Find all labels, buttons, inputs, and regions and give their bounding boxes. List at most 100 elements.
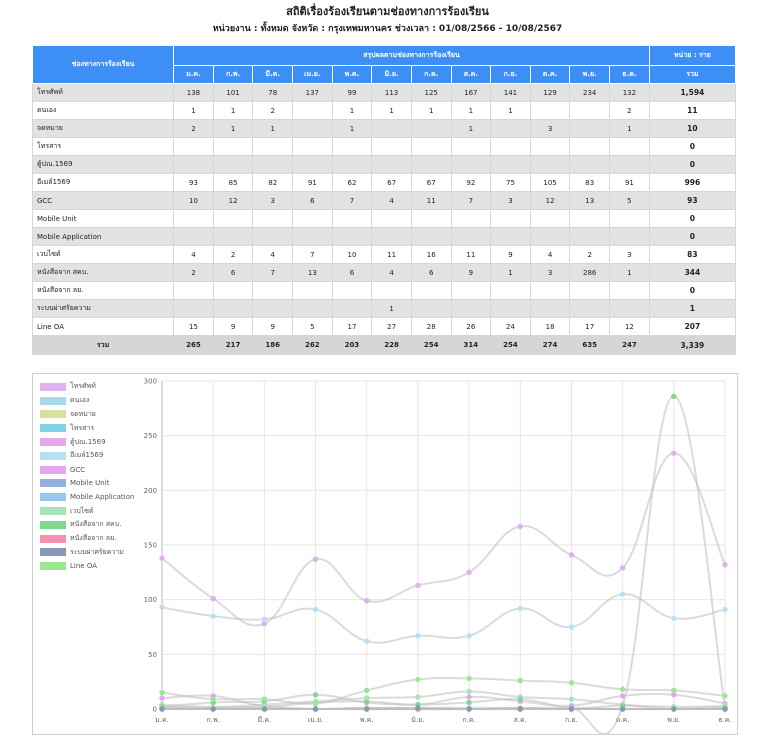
- data-point: [415, 676, 421, 683]
- table-cell: [529, 299, 571, 318]
- legend-item[interactable]: GCC: [40, 463, 150, 477]
- table-cell: [331, 155, 373, 174]
- y-tick-label: 300: [144, 378, 157, 386]
- legend-item[interactable]: เวบไซต์: [40, 504, 150, 518]
- table-cell: 1: [371, 101, 412, 120]
- table-cell: [609, 227, 650, 246]
- x-tick-label: พ.ค.: [360, 716, 374, 724]
- data-point: [517, 523, 523, 530]
- table-cell: 11: [371, 245, 412, 264]
- table-row: โทรศัพท์ 138 101 78 137 99 113 125 167 141 129 234 1…: [31, 83, 737, 102]
- table-cell: [529, 155, 571, 174]
- y-tick-label: 150: [144, 542, 157, 550]
- table-cell: 1: [410, 101, 452, 120]
- data-point: [619, 591, 626, 597]
- table-cell: [371, 227, 412, 246]
- data-point: [568, 680, 575, 686]
- series-line: [162, 706, 725, 711]
- data-point: [159, 695, 165, 701]
- legend-item[interactable]: ระบบผ่าศรัยความ: [40, 546, 150, 560]
- legend-item[interactable]: จดหมาย: [40, 408, 150, 422]
- table-cell: 262: [292, 335, 333, 355]
- month-header: ส.ค.: [450, 65, 492, 84]
- data-point: [466, 694, 472, 700]
- data-point: [568, 552, 575, 558]
- legend-label: อีเมล์1569: [70, 451, 104, 460]
- table-cell: [292, 119, 333, 138]
- table-cell: 2: [212, 245, 254, 264]
- legend-item[interactable]: หนังสือจาก สคบ.: [40, 518, 150, 532]
- table-cell: 13: [569, 191, 611, 210]
- row-total: 1,594: [648, 83, 737, 102]
- table-cell: 7: [252, 263, 294, 282]
- channel-header: ช่องทางการร้องเรียน: [31, 45, 175, 84]
- legend-item[interactable]: อีเมล์1569: [40, 449, 150, 463]
- table-cell: 4: [529, 245, 571, 264]
- legend-item[interactable]: Mobile Application: [40, 490, 150, 504]
- row-label: ระบบผ่าศรัยความ: [31, 299, 175, 318]
- legend-swatch: [40, 534, 66, 543]
- table-cell: 2: [173, 263, 214, 282]
- table-cell: [371, 281, 412, 300]
- table-cell: 6: [212, 263, 254, 282]
- row-total: 0: [648, 137, 737, 156]
- data-point: [312, 556, 319, 562]
- table-cell: 12: [529, 191, 571, 210]
- table-cell: [529, 227, 571, 246]
- legend-item[interactable]: หนังสือจาก ลย.: [40, 532, 150, 546]
- table-cell: 4: [371, 191, 412, 210]
- x-tick-label: ก.พ.: [207, 716, 220, 724]
- legend-item[interactable]: Mobile Unit: [40, 477, 150, 491]
- table-cell: 7: [292, 245, 333, 264]
- table-cell: 286: [569, 263, 611, 282]
- unit-header: หน่วย : ราย: [648, 45, 737, 66]
- legend-label: จดหมาย: [70, 409, 96, 418]
- table-row: ตู้ปณ.1569 0: [31, 155, 737, 174]
- table-cell: 13: [292, 263, 333, 282]
- data-point: [261, 621, 268, 627]
- table-cell: [212, 137, 254, 156]
- legend-item[interactable]: Line OA: [40, 559, 150, 573]
- table-cell: [252, 155, 294, 174]
- table-cell: 1: [173, 101, 214, 120]
- row-total: 93: [648, 191, 737, 210]
- table-cell: 24: [490, 317, 531, 336]
- table-cell: [569, 137, 611, 156]
- data-point: [466, 699, 472, 706]
- data-point: [415, 705, 421, 711]
- group-header: สรุปผลตามช่องทางการร้องเรียน: [173, 45, 650, 66]
- table-cell: 83: [569, 173, 611, 192]
- table-cell: 2: [569, 245, 611, 264]
- table-cell: [490, 227, 531, 246]
- table-cell: 1: [450, 119, 492, 138]
- legend-label: Mobile Application: [70, 493, 135, 502]
- month-header: ม.ค.: [173, 65, 214, 84]
- legend-item[interactable]: โทรศัพท์: [40, 380, 150, 394]
- table-cell: 274: [529, 335, 571, 355]
- table-cell: [490, 299, 531, 318]
- data-point: [364, 699, 370, 706]
- table-cell: [609, 155, 650, 174]
- table-cell: [212, 209, 254, 228]
- data-point: [159, 555, 165, 561]
- table-cell: 12: [212, 191, 254, 210]
- data-point: [159, 706, 165, 712]
- table-cell: [490, 119, 531, 138]
- data-point: [364, 706, 370, 712]
- month-header: พ.ค.: [331, 65, 373, 84]
- table-cell: 2: [609, 101, 650, 120]
- y-tick-label: 250: [144, 432, 157, 440]
- table-cell: [490, 281, 531, 300]
- table-cell: 5: [609, 191, 650, 210]
- table-row: เวบไซต์ 4 2 4 7 10 11 16 11 9 4 2 3 83: [31, 245, 737, 264]
- table-cell: 62: [331, 173, 373, 192]
- table-cell: [490, 137, 531, 156]
- row-label: อีเมล์1569: [31, 173, 175, 192]
- data-point: [466, 569, 472, 576]
- legend-item[interactable]: ตู้ปณ.1569: [40, 435, 150, 449]
- legend-item[interactable]: โทรสาร: [40, 421, 150, 435]
- x-tick-label: ต.ค.: [616, 716, 630, 724]
- legend-item[interactable]: ตนเอง: [40, 394, 150, 408]
- table-cell: [252, 137, 294, 156]
- table-cell: [173, 281, 214, 300]
